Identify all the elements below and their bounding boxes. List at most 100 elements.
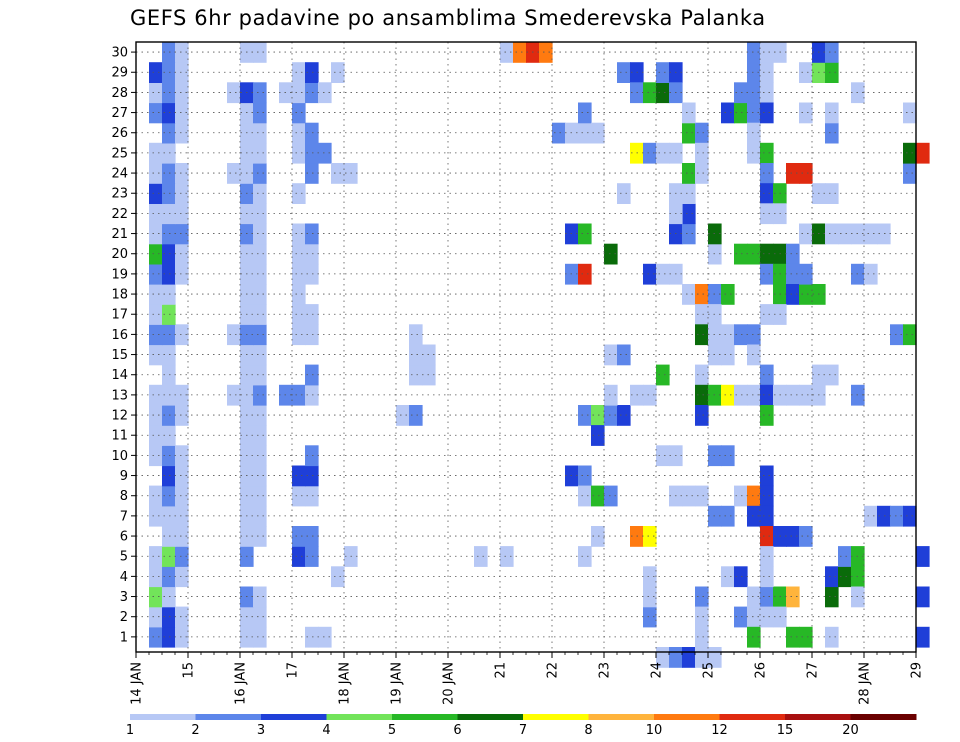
precip-cell — [227, 163, 241, 184]
precip-cell — [656, 82, 670, 104]
precip-cell — [695, 324, 709, 346]
precip-cell — [305, 364, 319, 386]
precip-cell — [162, 425, 176, 446]
precip-cell — [890, 324, 904, 346]
precip-cell — [253, 384, 267, 406]
colorbar: 1 2 3 4 5 6 7 8 10 12 15 20 — [126, 714, 917, 738]
precip-cell — [825, 566, 839, 588]
precip-cell — [721, 505, 735, 527]
precip-cell — [162, 526, 176, 547]
x-tick-label: 19 JAN — [390, 662, 405, 705]
x-tick-label: 16 JAN — [234, 662, 249, 705]
precip-cell — [149, 425, 163, 446]
colorbar-segment — [261, 714, 327, 720]
precip-cell — [253, 485, 267, 507]
precip-cell — [799, 626, 813, 648]
precip-cell — [747, 606, 761, 628]
precip-cell — [682, 183, 696, 204]
precip-cell — [747, 42, 761, 63]
y-tick-label: 8 — [120, 489, 128, 504]
colorbar-segment — [523, 714, 589, 720]
precip-cell — [734, 102, 748, 124]
precip-cell — [604, 384, 618, 406]
precip-cell — [318, 82, 332, 104]
precip-cell — [149, 62, 163, 83]
precip-cell — [253, 102, 267, 124]
precip-cell — [838, 546, 852, 567]
precip-cell — [305, 526, 319, 547]
colorbar-tick-label: 1 — [126, 723, 134, 738]
precip-cell — [760, 485, 774, 507]
x-axis: 14 JAN 15 16 JAN 17 18 JAN 19 JAN 20 JAN 21 22 23… — [130, 652, 925, 705]
precip-cell — [591, 122, 605, 144]
precip-cell — [162, 485, 176, 507]
precip-cell — [747, 62, 761, 83]
precip-cell — [175, 203, 189, 225]
precip-cell — [318, 142, 332, 164]
precip-cell — [695, 384, 709, 406]
y-tick-label: 23 — [111, 187, 128, 202]
precip-cell — [162, 263, 176, 285]
precip-cell — [175, 505, 189, 527]
precip-cell — [149, 606, 163, 628]
precip-cell — [253, 284, 267, 305]
precip-cell — [305, 243, 319, 265]
precip-cell — [643, 263, 657, 285]
precip-cell — [721, 102, 735, 124]
x-tick-label: 29 — [910, 662, 925, 679]
colorbar-segment — [719, 714, 786, 720]
precip-cell — [799, 163, 813, 184]
chart-title: GEFS 6hr padavine po ansamblima Smederev… — [130, 6, 766, 30]
precip-cell — [604, 405, 618, 426]
colorbar-segment — [392, 714, 458, 720]
x-tick-label: 28 JAN — [858, 662, 873, 705]
precip-cell — [162, 82, 176, 104]
precip-cell — [175, 465, 189, 487]
precip-cell — [552, 122, 566, 144]
precip-cell — [578, 122, 592, 144]
precip-cell — [149, 203, 163, 225]
precip-cell — [760, 62, 774, 83]
precip-cell — [149, 566, 163, 588]
precip-cell — [643, 82, 657, 104]
precip-cell — [149, 163, 163, 184]
colorbar-tick-label: 2 — [191, 723, 199, 738]
precip-cell — [305, 82, 319, 104]
precip-cell — [175, 526, 189, 547]
precip-cell — [760, 526, 774, 547]
x-tick-label: 14 JAN — [130, 662, 145, 705]
precip-cell — [760, 102, 774, 124]
precip-cell — [175, 183, 189, 204]
precip-cell — [162, 203, 176, 225]
precip-cell — [162, 405, 176, 426]
y-tick-label: 7 — [120, 509, 128, 524]
precip-cell — [682, 203, 696, 225]
precip-cell — [305, 62, 319, 83]
precip-cell — [175, 62, 189, 83]
precip-cell — [578, 465, 592, 487]
y-tick-label: 5 — [120, 550, 128, 565]
y-tick-label: 22 — [111, 207, 128, 222]
precip-cell — [760, 42, 774, 63]
precip-cell — [292, 223, 306, 245]
precip-cell — [760, 142, 774, 164]
precip-cell — [825, 183, 839, 204]
precip-cell — [513, 42, 527, 63]
precip-cell — [175, 546, 189, 567]
precip-cell — [149, 485, 163, 507]
precip-cell — [149, 324, 163, 346]
precip-cell — [149, 223, 163, 245]
precip-cell — [760, 163, 774, 184]
precip-cell — [409, 324, 423, 346]
precip-cell — [656, 445, 670, 467]
precip-cell — [539, 42, 553, 63]
y-tick-label: 14 — [111, 368, 128, 383]
x-tick-label: 21 — [494, 662, 509, 679]
precip-cell — [799, 384, 813, 406]
x-tick-label: 17 — [286, 662, 301, 679]
x-tick-label: 18 JAN — [338, 662, 353, 705]
precip-cell — [175, 626, 189, 648]
precip-cell — [162, 62, 176, 83]
precip-cell — [786, 243, 800, 265]
precip-cell — [786, 626, 800, 648]
